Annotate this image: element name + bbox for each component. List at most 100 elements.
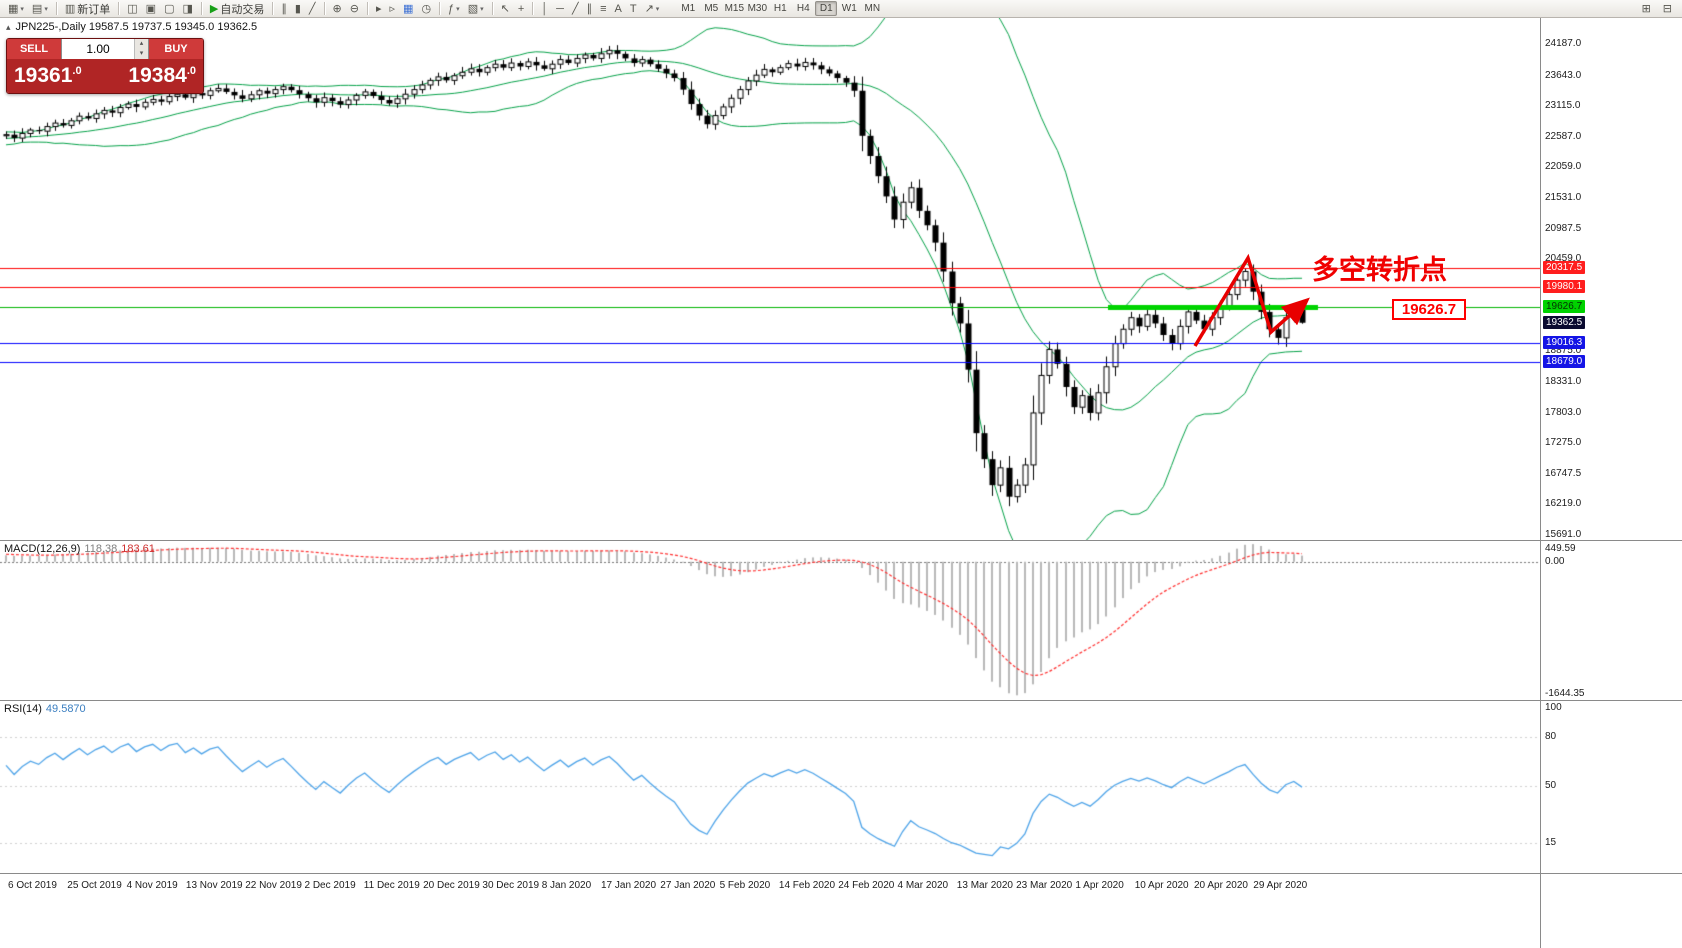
timeframe-d1-button[interactable]: D1 xyxy=(815,1,838,16)
rsi-axis-label: 80 xyxy=(1545,730,1557,742)
caret-down-icon: ▾ xyxy=(20,5,24,13)
trade-panel-prices: 19361.0 19384.0 xyxy=(7,59,203,93)
new-chart-tool-button[interactable]: ▦ ▾ xyxy=(4,1,28,17)
toolbar-separator xyxy=(532,2,534,15)
chart-ohlc-header: ▴ JPN225-,Daily 19587.5 19737.5 19345.0 … xyxy=(6,21,257,33)
price-grid-label: 21531.0 xyxy=(1545,191,1582,203)
time-axis-label: 17 Jan 2020 xyxy=(601,880,657,891)
profiles-tool-button[interactable]: ▤ ▾ xyxy=(28,1,52,17)
toolbar-separator xyxy=(366,2,368,15)
rsi-axis-label: 50 xyxy=(1545,780,1557,791)
buy-price-frac: .0 xyxy=(186,65,196,77)
toolbar-separator xyxy=(272,2,274,15)
sell-button[interactable]: SELL xyxy=(7,39,61,59)
bar-chart-icon: ∥ xyxy=(281,2,287,15)
pane-separator[interactable] xyxy=(0,700,1682,701)
crosshair-tool-button[interactable]: + xyxy=(514,1,528,17)
sell-price[interactable]: 19361.0 xyxy=(14,64,82,88)
autotrading-label: 自动交易 xyxy=(220,3,265,16)
candlestick-chart-tool-button[interactable]: ▮ xyxy=(291,1,305,17)
cycles-tool-button[interactable]: ◷ xyxy=(417,1,435,17)
data-window-tool-button[interactable]: ▣ xyxy=(142,1,160,17)
main-chart-canvas[interactable] xyxy=(0,18,1540,540)
grid-tool-button[interactable]: ▦ xyxy=(399,1,417,17)
time-axis-label: 13 Nov 2019 xyxy=(185,880,243,891)
new-order-button[interactable]: ▥ 新订单 xyxy=(61,1,114,17)
chart-windows-button[interactable]: ⊞ xyxy=(1638,1,1655,17)
lot-size-input[interactable] xyxy=(62,39,134,59)
horizontal-line-icon: ─ xyxy=(556,2,564,15)
lot-increase-button[interactable]: ▴ xyxy=(139,40,144,47)
label-tool-button[interactable]: T xyxy=(626,1,641,17)
vertical-line-tool-button[interactable]: │ xyxy=(537,1,552,17)
fibonacci-tool-button[interactable]: ≡ xyxy=(596,1,610,17)
timeframe-m1-button[interactable]: M1 xyxy=(681,3,696,14)
lot-decrease-button[interactable]: ▾ xyxy=(139,50,144,57)
timeframe-h1-button[interactable]: H1 xyxy=(773,3,787,14)
grid-icon: ▦ xyxy=(403,2,414,15)
navigator-tool-button[interactable]: ▢ xyxy=(160,1,178,17)
trendline-icon: ╱ xyxy=(571,2,579,15)
zoom-out-tool-button[interactable]: ⊖ xyxy=(346,1,363,17)
terminal-tool-button[interactable]: ◨ xyxy=(178,1,196,17)
buy-button[interactable]: BUY xyxy=(149,39,203,59)
buy-price[interactable]: 19384.0 xyxy=(128,64,196,88)
text-tool-button[interactable]: A xyxy=(610,1,625,17)
time-axis-label: 1 Apr 2020 xyxy=(1075,880,1124,891)
macd-indicator-label: MACD(12,26,9) 118.38 183.61 xyxy=(4,543,155,555)
cycles-icon: ◷ xyxy=(421,2,432,15)
vertical-line-icon: │ xyxy=(541,2,549,15)
new-order-icon: ▥ xyxy=(64,2,76,15)
channel-icon: ∥ xyxy=(586,2,593,15)
cursor-icon: ↖ xyxy=(500,2,510,15)
time-axis-label: 11 Dec 2019 xyxy=(363,880,420,891)
auto-scroll-tool-button[interactable]: ▸ xyxy=(372,1,386,17)
time-axis-label: 5 Feb 2020 xyxy=(719,880,771,891)
rsi-pane-canvas[interactable] xyxy=(0,701,1540,873)
pane-separator[interactable] xyxy=(0,873,1682,874)
one-click-toggle-icon[interactable]: ▴ xyxy=(6,21,11,32)
autotrading-icon: ▶ xyxy=(209,2,219,15)
zoom-in-tool-button[interactable]: ⊕ xyxy=(329,1,346,17)
bar-chart-tool-button[interactable]: ∥ xyxy=(277,1,291,17)
caret-down-icon: ▾ xyxy=(456,5,460,13)
timeframe-bar: M1 M5 M15 M30 H1 H4 D1 W1 MN xyxy=(677,1,883,16)
channel-tool-button[interactable]: ∥ xyxy=(583,1,597,17)
pane-separator[interactable] xyxy=(0,540,1682,541)
price-grid-label: 23115.0 xyxy=(1545,100,1581,112)
cursor-tool-button[interactable]: ↖ xyxy=(497,1,514,17)
market-watch-tool-button[interactable]: ◫ xyxy=(123,1,141,17)
arrows-icon: ↗ xyxy=(644,2,654,15)
indicators-tool-button[interactable]: ƒ ▾ xyxy=(444,1,464,17)
trendline-tool-button[interactable]: ╱ xyxy=(568,1,583,17)
macd-axis-max: 449.59 xyxy=(1545,543,1576,554)
price-line-label: 18679.0 xyxy=(1543,355,1586,369)
price-grid-label: 17275.0 xyxy=(1545,437,1582,449)
timeframe-w1-button[interactable]: W1 xyxy=(841,3,857,14)
horizontal-line-tool-button[interactable]: ─ xyxy=(552,1,568,17)
timeframe-m5-button[interactable]: M5 xyxy=(704,3,719,14)
time-axis-label: 4 Mar 2020 xyxy=(897,880,949,891)
caret-down-icon: ▾ xyxy=(480,5,484,13)
timeframe-m30-button[interactable]: M30 xyxy=(747,3,768,14)
time-axis-label: 25 Oct 2019 xyxy=(67,880,122,891)
time-axis-label: 22 Nov 2019 xyxy=(245,880,302,891)
timeframe-h4-button[interactable]: H4 xyxy=(796,3,810,14)
new-order-label: 新订单 xyxy=(77,3,111,16)
chart-shift-tool-button[interactable]: ▹ xyxy=(386,1,400,17)
line-chart-tool-button[interactable]: ╱ xyxy=(305,1,320,17)
autotrading-button[interactable]: ▶ 自动交易 xyxy=(206,1,268,17)
timeframe-m15-button[interactable]: M15 xyxy=(724,3,745,14)
macd-axis-zero: 0.00 xyxy=(1545,555,1565,567)
time-axis-label: 4 Nov 2019 xyxy=(126,880,178,891)
arrows-tool-button[interactable]: ↗ ▾ xyxy=(641,1,664,17)
timeframe-mn-button[interactable]: MN xyxy=(864,3,881,14)
price-grid-label: 23643.0 xyxy=(1545,69,1582,81)
templates-tool-button[interactable]: ▧ ▾ xyxy=(464,1,488,17)
macd-pane-canvas[interactable] xyxy=(0,541,1540,700)
docking-button[interactable]: ⊟ xyxy=(1659,1,1676,17)
price-line-label: 20317.5 xyxy=(1543,260,1586,274)
toolbar-separator xyxy=(55,2,57,15)
trade-panel-top-row: SELL ▴ ▾ BUY xyxy=(7,39,203,59)
